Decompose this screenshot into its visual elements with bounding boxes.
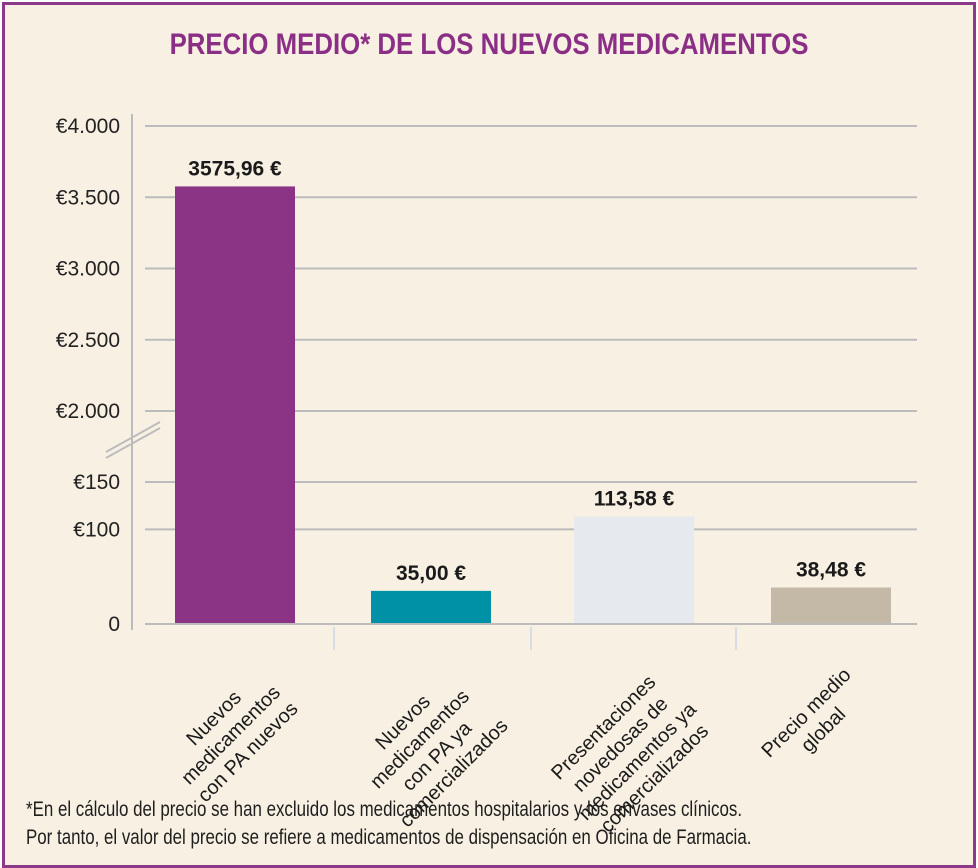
- y-tick-label: €4.000: [56, 115, 120, 138]
- value-label: 38,48 €: [796, 559, 866, 582]
- y-tick-label: €2.000: [56, 400, 120, 423]
- y-tick-label: €2.500: [56, 329, 120, 352]
- y-tick-label: 0: [108, 613, 120, 636]
- bar: [574, 516, 694, 624]
- bar: [371, 590, 491, 624]
- axis-break-mark: [105, 421, 161, 453]
- footnote-line-2: Por tanto, el valor del precio se refier…: [26, 826, 752, 849]
- y-tick-label: €150: [73, 471, 120, 494]
- footnote-line-1: *En el cálculo del precio se han excluid…: [26, 798, 743, 821]
- chart-title: PRECIO MEDIO* DE LOS NUEVOS MEDICAMENTOS: [169, 28, 809, 61]
- footnote: *En el cálculo del precio se han excluid…: [26, 796, 912, 852]
- bar: [175, 186, 295, 624]
- value-label: 35,00 €: [396, 562, 466, 585]
- axis-break-mark: [105, 427, 161, 459]
- bar: [771, 587, 891, 624]
- value-label: 113,58 €: [594, 487, 675, 510]
- value-label: 3575,96 €: [188, 157, 282, 180]
- y-tick-label: €3.000: [56, 258, 120, 281]
- y-tick-label: €3.500: [56, 186, 120, 209]
- y-tick-label: €100: [73, 518, 120, 541]
